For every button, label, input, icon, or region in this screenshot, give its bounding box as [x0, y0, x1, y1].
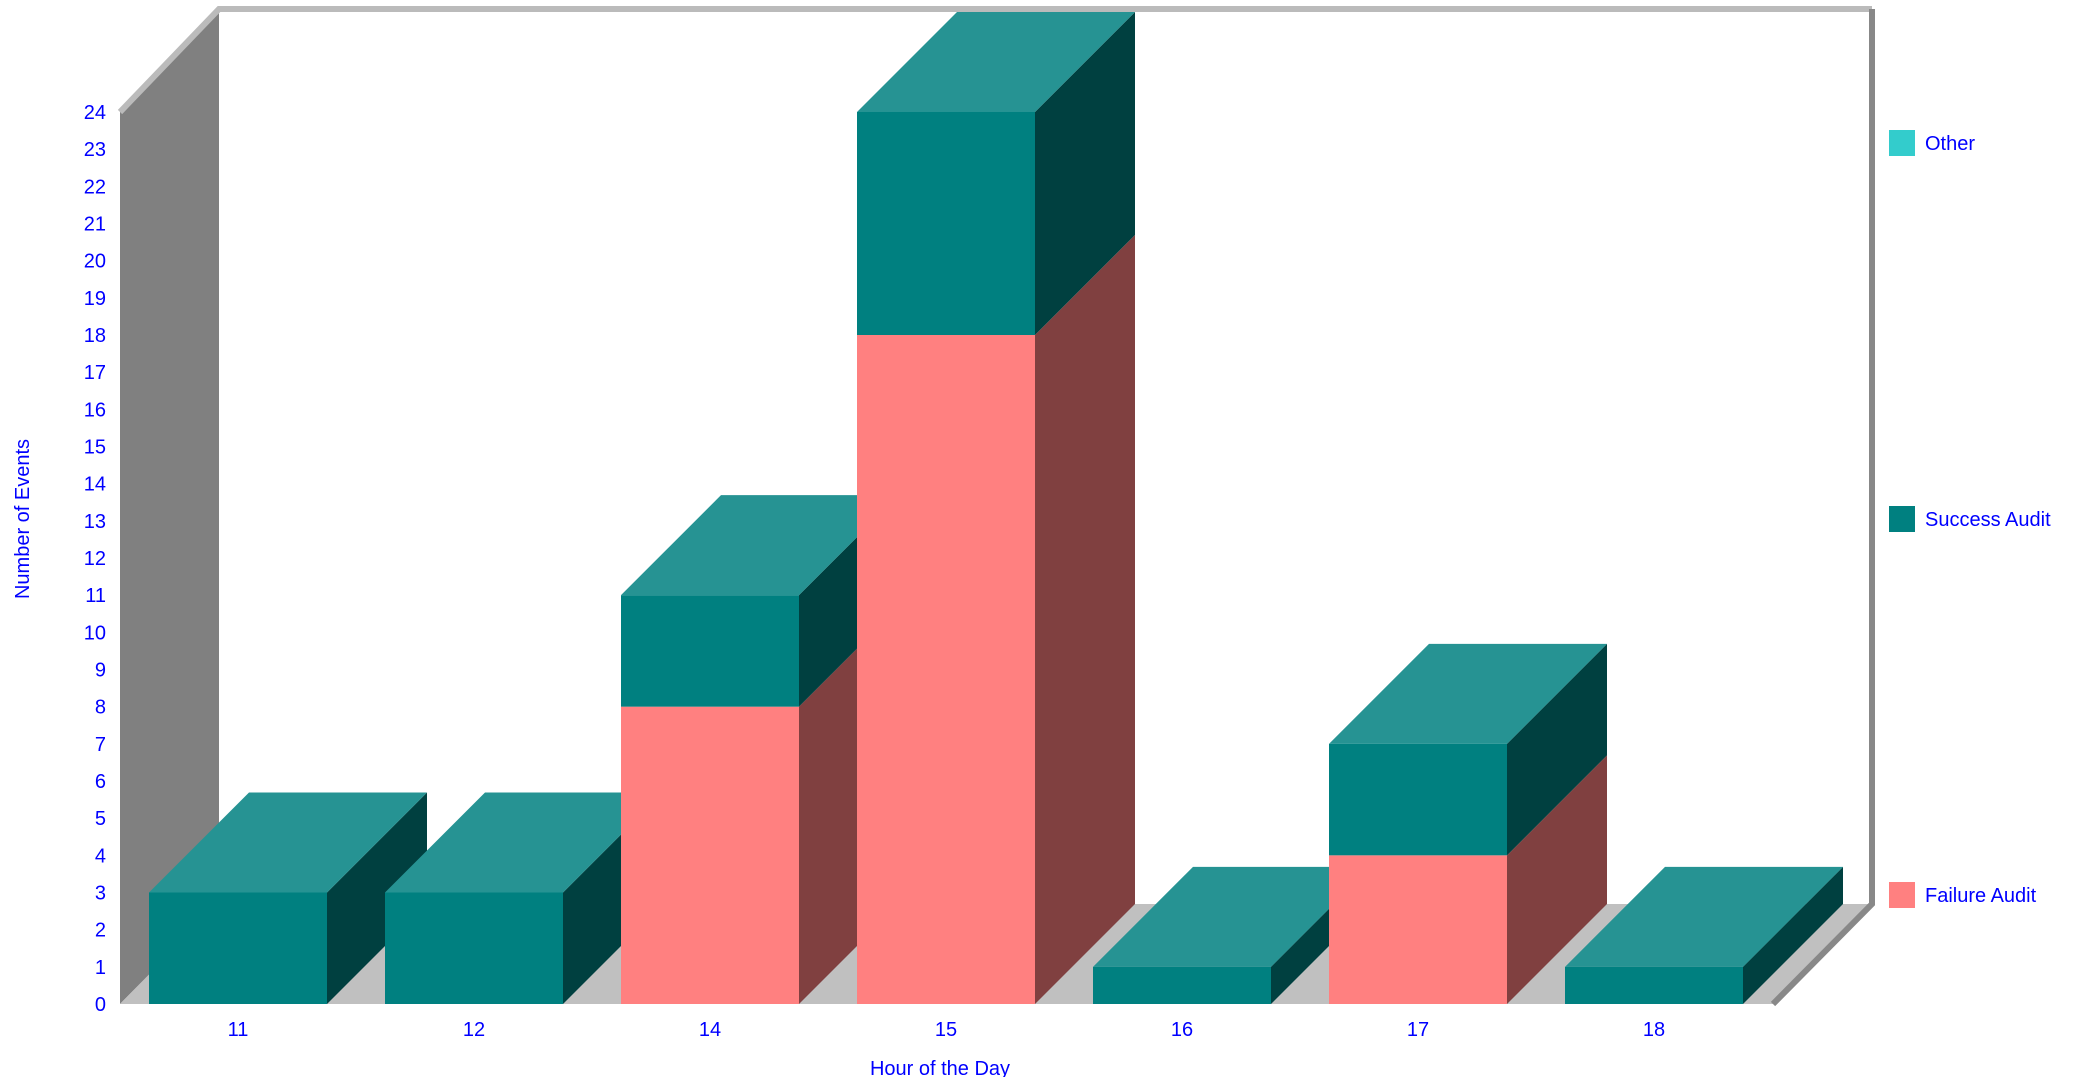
- bar-front: [1329, 855, 1507, 1004]
- y-tick-label: 3: [95, 883, 106, 905]
- legend-swatch: [1889, 130, 1915, 156]
- y-tick-label: 11: [85, 585, 106, 607]
- y-tick-label: 5: [95, 808, 106, 830]
- bar-top: [1093, 866, 1371, 967]
- y-tick-label: 12: [84, 548, 106, 570]
- y-tick-label: 14: [84, 474, 106, 496]
- bar-side: [1743, 866, 1843, 1004]
- bar-top: [385, 792, 663, 893]
- y-tick-label: 17: [84, 362, 106, 384]
- bar-side: [1507, 755, 1607, 1004]
- y-tick-label: 20: [84, 251, 106, 273]
- bar-front: [621, 595, 799, 707]
- legend-swatch: [1889, 506, 1915, 532]
- y-tick-label: 23: [84, 139, 106, 161]
- bar-front: [149, 892, 327, 1004]
- y-tick-label: 2: [95, 920, 106, 942]
- x-tick-label: 18: [1643, 1019, 1665, 1041]
- x-axis-tick-labels: 11 12 14 15 16 17 18: [228, 1019, 1666, 1041]
- bar-side: [327, 792, 427, 1004]
- left-side-wall: [120, 9, 219, 1004]
- legend-label: Failure Audit: [1925, 885, 2037, 907]
- y-tick-label: 19: [84, 288, 106, 310]
- y-tick-label: 24: [84, 102, 106, 124]
- y-tick-label: 18: [84, 325, 106, 347]
- y-tick-label: 15: [84, 437, 106, 459]
- legend-swatch: [1889, 882, 1915, 908]
- y-tick-label: 10: [84, 622, 106, 644]
- bar-front: [857, 112, 1035, 335]
- bar-front: [1093, 966, 1271, 1004]
- x-tick-label: 16: [1171, 1019, 1193, 1041]
- legend-label: Success Audit: [1925, 509, 2051, 531]
- y-tick-label: 6: [95, 771, 106, 793]
- x-tick-label: 11: [228, 1019, 249, 1041]
- y-tick-label: 8: [95, 697, 106, 719]
- y-axis-title: Number of Events: [12, 439, 34, 599]
- top-frame-edge: [117, 6, 1872, 115]
- bar-side: [1507, 643, 1607, 856]
- y-tick-label: 21: [84, 214, 106, 236]
- bar-top: [1329, 643, 1607, 744]
- bar-front: [857, 335, 1035, 1004]
- legend: Other Success Audit Failure Audit: [1889, 130, 2051, 908]
- x-tick-label: 14: [699, 1019, 721, 1041]
- x-tick-label: 15: [935, 1019, 957, 1041]
- x-axis-title: Hour of the Day: [870, 1058, 1010, 1077]
- bar-front: [1565, 966, 1743, 1004]
- x-tick-label: 12: [463, 1019, 485, 1041]
- y-tick-label: 22: [84, 176, 106, 198]
- y-tick-label: 4: [95, 845, 106, 867]
- bar-top: [857, 12, 1135, 112]
- bar-top: [1565, 866, 1843, 967]
- bar-front: [385, 892, 563, 1004]
- y-tick-label: 16: [84, 399, 106, 421]
- bar-side: [1035, 235, 1135, 1004]
- legend-label: Other: [1925, 133, 1975, 155]
- x-tick-label: 17: [1407, 1019, 1429, 1041]
- y-tick-label: 13: [84, 511, 106, 533]
- bar-side: [1035, 12, 1135, 335]
- right-frame-edge: [1770, 9, 1875, 1007]
- bar-top: [149, 792, 427, 893]
- bar-front: [1329, 743, 1507, 856]
- y-tick-label: 1: [95, 957, 106, 979]
- bars: [149, 12, 1843, 1004]
- y-tick-label: 9: [95, 660, 106, 682]
- bar-front: [621, 706, 799, 1004]
- y-tick-label: 0: [95, 994, 106, 1016]
- bar-top: [621, 495, 899, 596]
- y-tick-label: 7: [95, 734, 106, 756]
